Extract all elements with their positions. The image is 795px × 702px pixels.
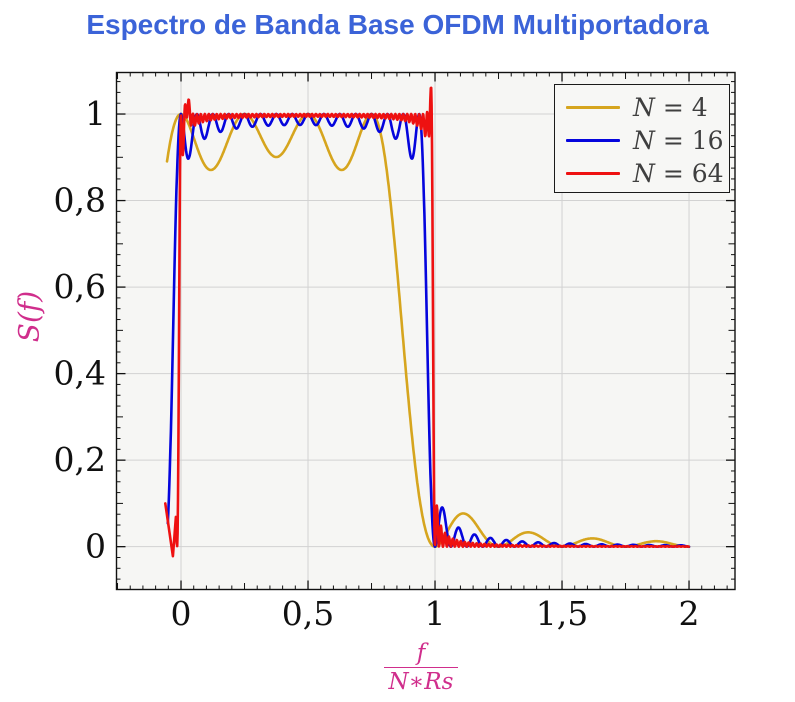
legend-line-sample-n64 [566, 171, 620, 176]
x-axis-label: f N∗Rs [351, 641, 491, 695]
legend-item: N = 4 [566, 91, 729, 124]
y-tick-label: 0,8 [54, 181, 106, 220]
legend-label: N = 4 [633, 93, 708, 122]
series-curve-n16 [166, 112, 691, 548]
x-axis-label-numerator: f [416, 640, 426, 666]
y-tick-label: 0,2 [54, 440, 106, 479]
legend-line-sample-n16 [566, 138, 620, 143]
chart-title: Espectro de Banda Base OFDM Multiportado… [86, 9, 709, 40]
series-curve-n64 [164, 86, 691, 558]
x-tick-label: 0,5 [282, 594, 334, 633]
y-tick-label: 0 [85, 527, 106, 566]
y-tick-label: 1 [85, 94, 106, 133]
legend-label: N = 16 [633, 126, 724, 155]
y-axis-label: S(f) [12, 290, 46, 343]
x-axis-label-denominator: N∗Rs [383, 667, 459, 695]
legend-item: N = 64 [566, 157, 729, 190]
y-tick-label: 0,6 [54, 267, 106, 306]
x-tick-label: 1,5 [536, 594, 588, 633]
x-tick-label: 0 [171, 594, 192, 633]
x-tick-label: 1 [425, 594, 446, 633]
plot-frame [115, 71, 736, 591]
legend: N = 4 N = 16 N = 64 [554, 84, 730, 193]
x-axis-label-fraction: f N∗Rs [383, 640, 459, 695]
legend-item: N = 16 [566, 124, 729, 157]
y-tick-label: 0,4 [54, 354, 106, 393]
x-tick-label: 2 [679, 594, 700, 633]
legend-label: N = 64 [633, 159, 724, 188]
legend-line-sample-n4 [566, 105, 620, 110]
